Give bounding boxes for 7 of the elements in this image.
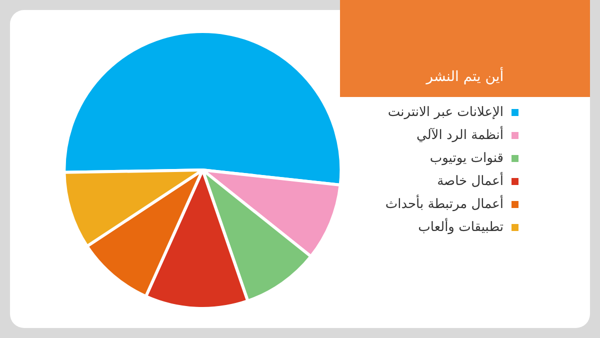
legend-label: أعمال مرتبطة بأحداث — [385, 194, 504, 212]
legend-label: أعمال خاصة — [437, 172, 504, 189]
legend-label: أنظمة الرد الآلي — [416, 126, 504, 143]
legend-label: الإعلانات عبر الانترنت — [388, 104, 504, 120]
legend-label: تطبيقات وألعاب — [418, 218, 504, 235]
text: أين يتم النشر — [424, 69, 505, 85]
legend-label: قنوات يوتيوب — [430, 150, 504, 166]
